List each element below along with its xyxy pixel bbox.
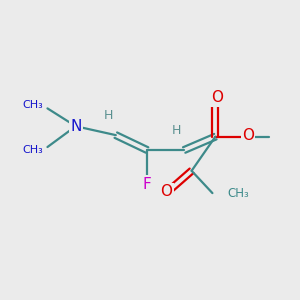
Text: F: F [143,177,152,192]
Text: CH₃: CH₃ [22,100,43,110]
Text: O: O [211,91,223,106]
Text: CH₃: CH₃ [227,187,249,200]
Text: H: H [172,124,182,137]
Text: CH₃: CH₃ [22,145,43,155]
Text: H: H [104,109,113,122]
Text: O: O [160,184,172,199]
Text: O: O [242,128,254,142]
Text: N: N [70,119,81,134]
